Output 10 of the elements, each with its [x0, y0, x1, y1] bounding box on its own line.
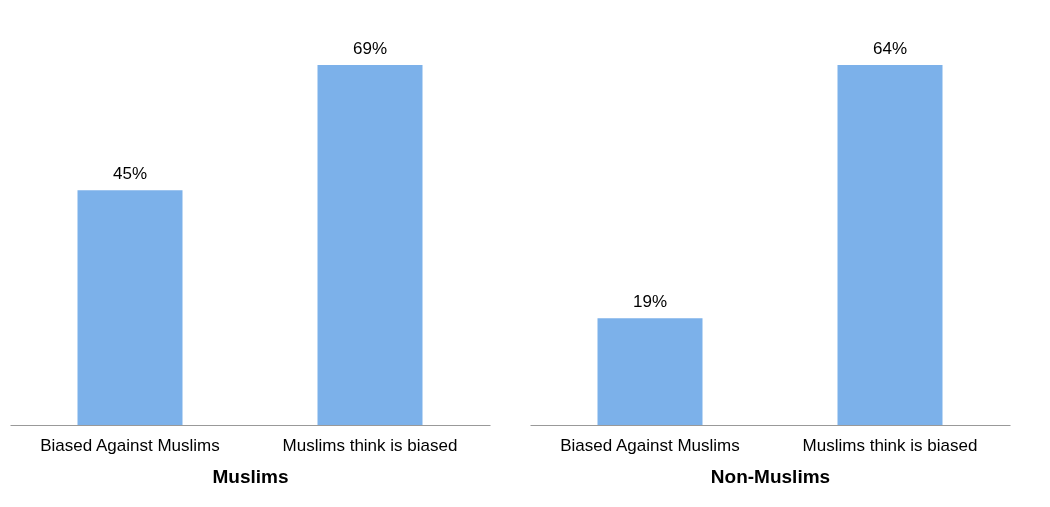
x-axis-title: Non-Muslims [710, 465, 831, 487]
x-tick-label: Biased Against Muslims [560, 435, 740, 455]
x-axis-title: Muslims [212, 465, 289, 487]
x-tick-label: Muslims think is biased [802, 435, 978, 455]
data-label: 45% [112, 164, 148, 184]
data-label: 19% [632, 292, 668, 312]
x-tick-label: Muslims think is biased [282, 435, 458, 455]
data-label: 69% [352, 39, 388, 58]
data-label: 64% [872, 39, 908, 58]
x-tick-label: Biased Against Muslims [40, 435, 220, 455]
